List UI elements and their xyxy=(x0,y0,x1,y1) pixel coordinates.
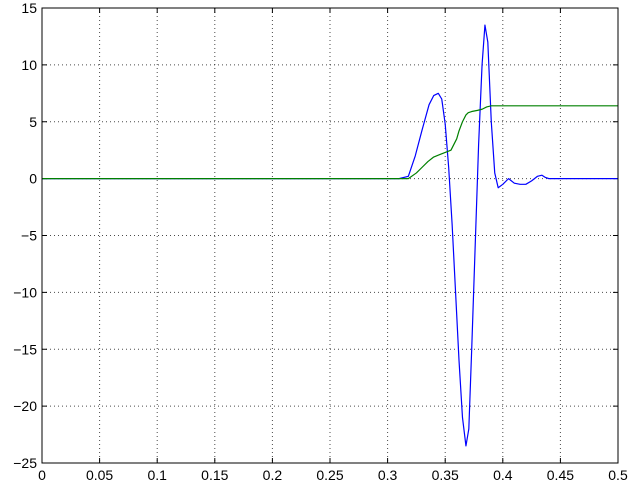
axes-frame xyxy=(41,7,619,464)
y-tick-label: 15 xyxy=(21,0,37,16)
x-tick-label: 0.1 xyxy=(147,467,167,483)
x-tick-label: 0.25 xyxy=(316,467,343,483)
x-tick-label: 0.3 xyxy=(378,467,398,483)
y-tick-label: −10 xyxy=(13,284,37,300)
y-tick-label: 5 xyxy=(29,114,37,130)
y-tick-label: 0 xyxy=(29,171,37,187)
x-tick-label: 0.45 xyxy=(547,467,574,483)
y-tick-label: −5 xyxy=(21,228,37,244)
x-tick-labels: 0 0.05 0.1 0.15 0.2 0.25 0.3 0.35 0.4 0.45 0.5 xyxy=(38,467,628,483)
series-line-2 xyxy=(42,105,618,180)
series-lines xyxy=(42,24,618,447)
x-tick-label: 0.2 xyxy=(263,467,283,483)
x-tick-label: 0.5 xyxy=(608,467,628,483)
y-tick-label: 10 xyxy=(21,57,37,73)
y-tick-label: −15 xyxy=(13,341,37,357)
x-tick-label: 0.4 xyxy=(493,467,513,483)
x-tick-label: 0.35 xyxy=(432,467,459,483)
y-tick-label: −20 xyxy=(13,398,37,414)
x-tick-label: 0.05 xyxy=(86,467,113,483)
x-tick-label: 0 xyxy=(38,467,46,483)
x-tick-label: 0.15 xyxy=(201,467,228,483)
series-line-1 xyxy=(42,24,618,447)
grid xyxy=(41,7,619,464)
y-tick-label: −25 xyxy=(13,455,37,471)
y-tick-labels: −25 −20 −15 −10 −5 0 5 10 15 xyxy=(13,0,37,471)
